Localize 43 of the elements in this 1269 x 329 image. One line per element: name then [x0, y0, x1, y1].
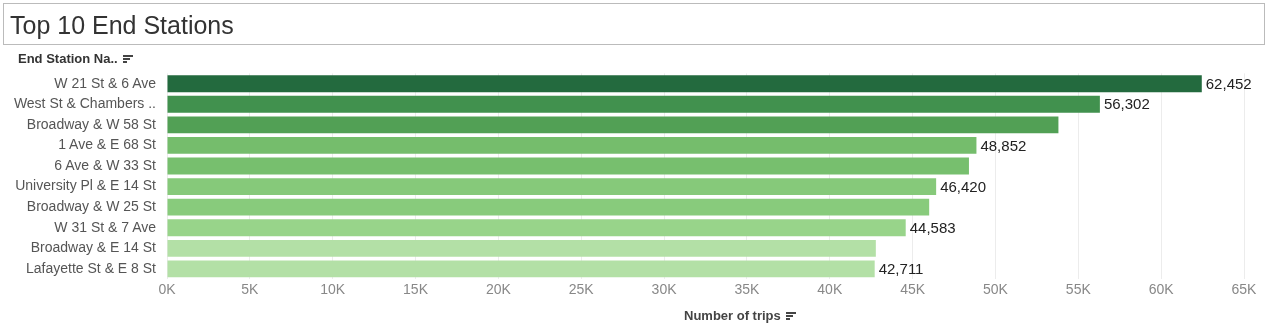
x-tick-label: 10K — [320, 281, 346, 298]
x-tick-label: 0K — [158, 281, 177, 298]
x-tick-label: 25K — [568, 281, 595, 298]
data-label: 44,583 — [909, 218, 956, 236]
data-label: 46,420 — [940, 177, 987, 195]
y-tick-label: Lafayette St & E 8 St — [26, 259, 157, 276]
y-tick-label: West St & Chambers .. — [13, 95, 156, 112]
data-label: 42,711 — [878, 260, 924, 278]
x-tick-label: 60K — [1148, 281, 1175, 298]
data-label: 48,852 — [980, 136, 1027, 154]
y-tick-label: W 21 St & 6 Ave — [54, 74, 157, 91]
x-tick-label: 20K — [485, 281, 512, 298]
bar — [167, 239, 876, 257]
y-tick-label: W 31 St & 7 Ave — [54, 218, 157, 235]
bar — [167, 198, 930, 216]
y-tick-label: 1 Ave & E 68 St — [58, 136, 157, 153]
bar — [167, 219, 906, 237]
bar — [167, 260, 875, 278]
y-axis-title: End Station Na.. — [18, 51, 118, 66]
y-tick-label: University Pl & E 14 St — [15, 177, 157, 194]
y-tick-label: 6 Ave & W 33 St — [54, 156, 157, 173]
x-tick-label: 50K — [983, 281, 1009, 298]
bar — [167, 75, 1202, 93]
chart-title: Top 10 End Stations — [3, 3, 1265, 45]
x-tick-label: 45K — [900, 281, 926, 298]
x-tick-label: 55K — [1065, 281, 1092, 298]
x-axis-title: Number of trips — [684, 308, 781, 323]
bar — [167, 157, 969, 175]
data-label: 62,452 — [1205, 74, 1252, 92]
x-tick-label: 65K — [1231, 281, 1258, 298]
data-label: 56,302 — [1103, 95, 1150, 113]
bar — [167, 116, 1059, 134]
bar — [167, 95, 1100, 113]
y-tick-label: Broadway & W 58 St — [26, 115, 157, 132]
x-tick-label: 35K — [734, 281, 761, 298]
x-tick-label: 40K — [817, 281, 843, 298]
bar — [167, 178, 937, 196]
x-tick-label: 30K — [651, 281, 678, 298]
x-tick-label: 5K — [241, 281, 260, 298]
y-tick-label: Broadway & E 14 St — [30, 239, 157, 256]
bar — [167, 136, 977, 154]
y-tick-label: Broadway & W 25 St — [26, 198, 157, 215]
x-tick-label: 15K — [403, 281, 429, 298]
